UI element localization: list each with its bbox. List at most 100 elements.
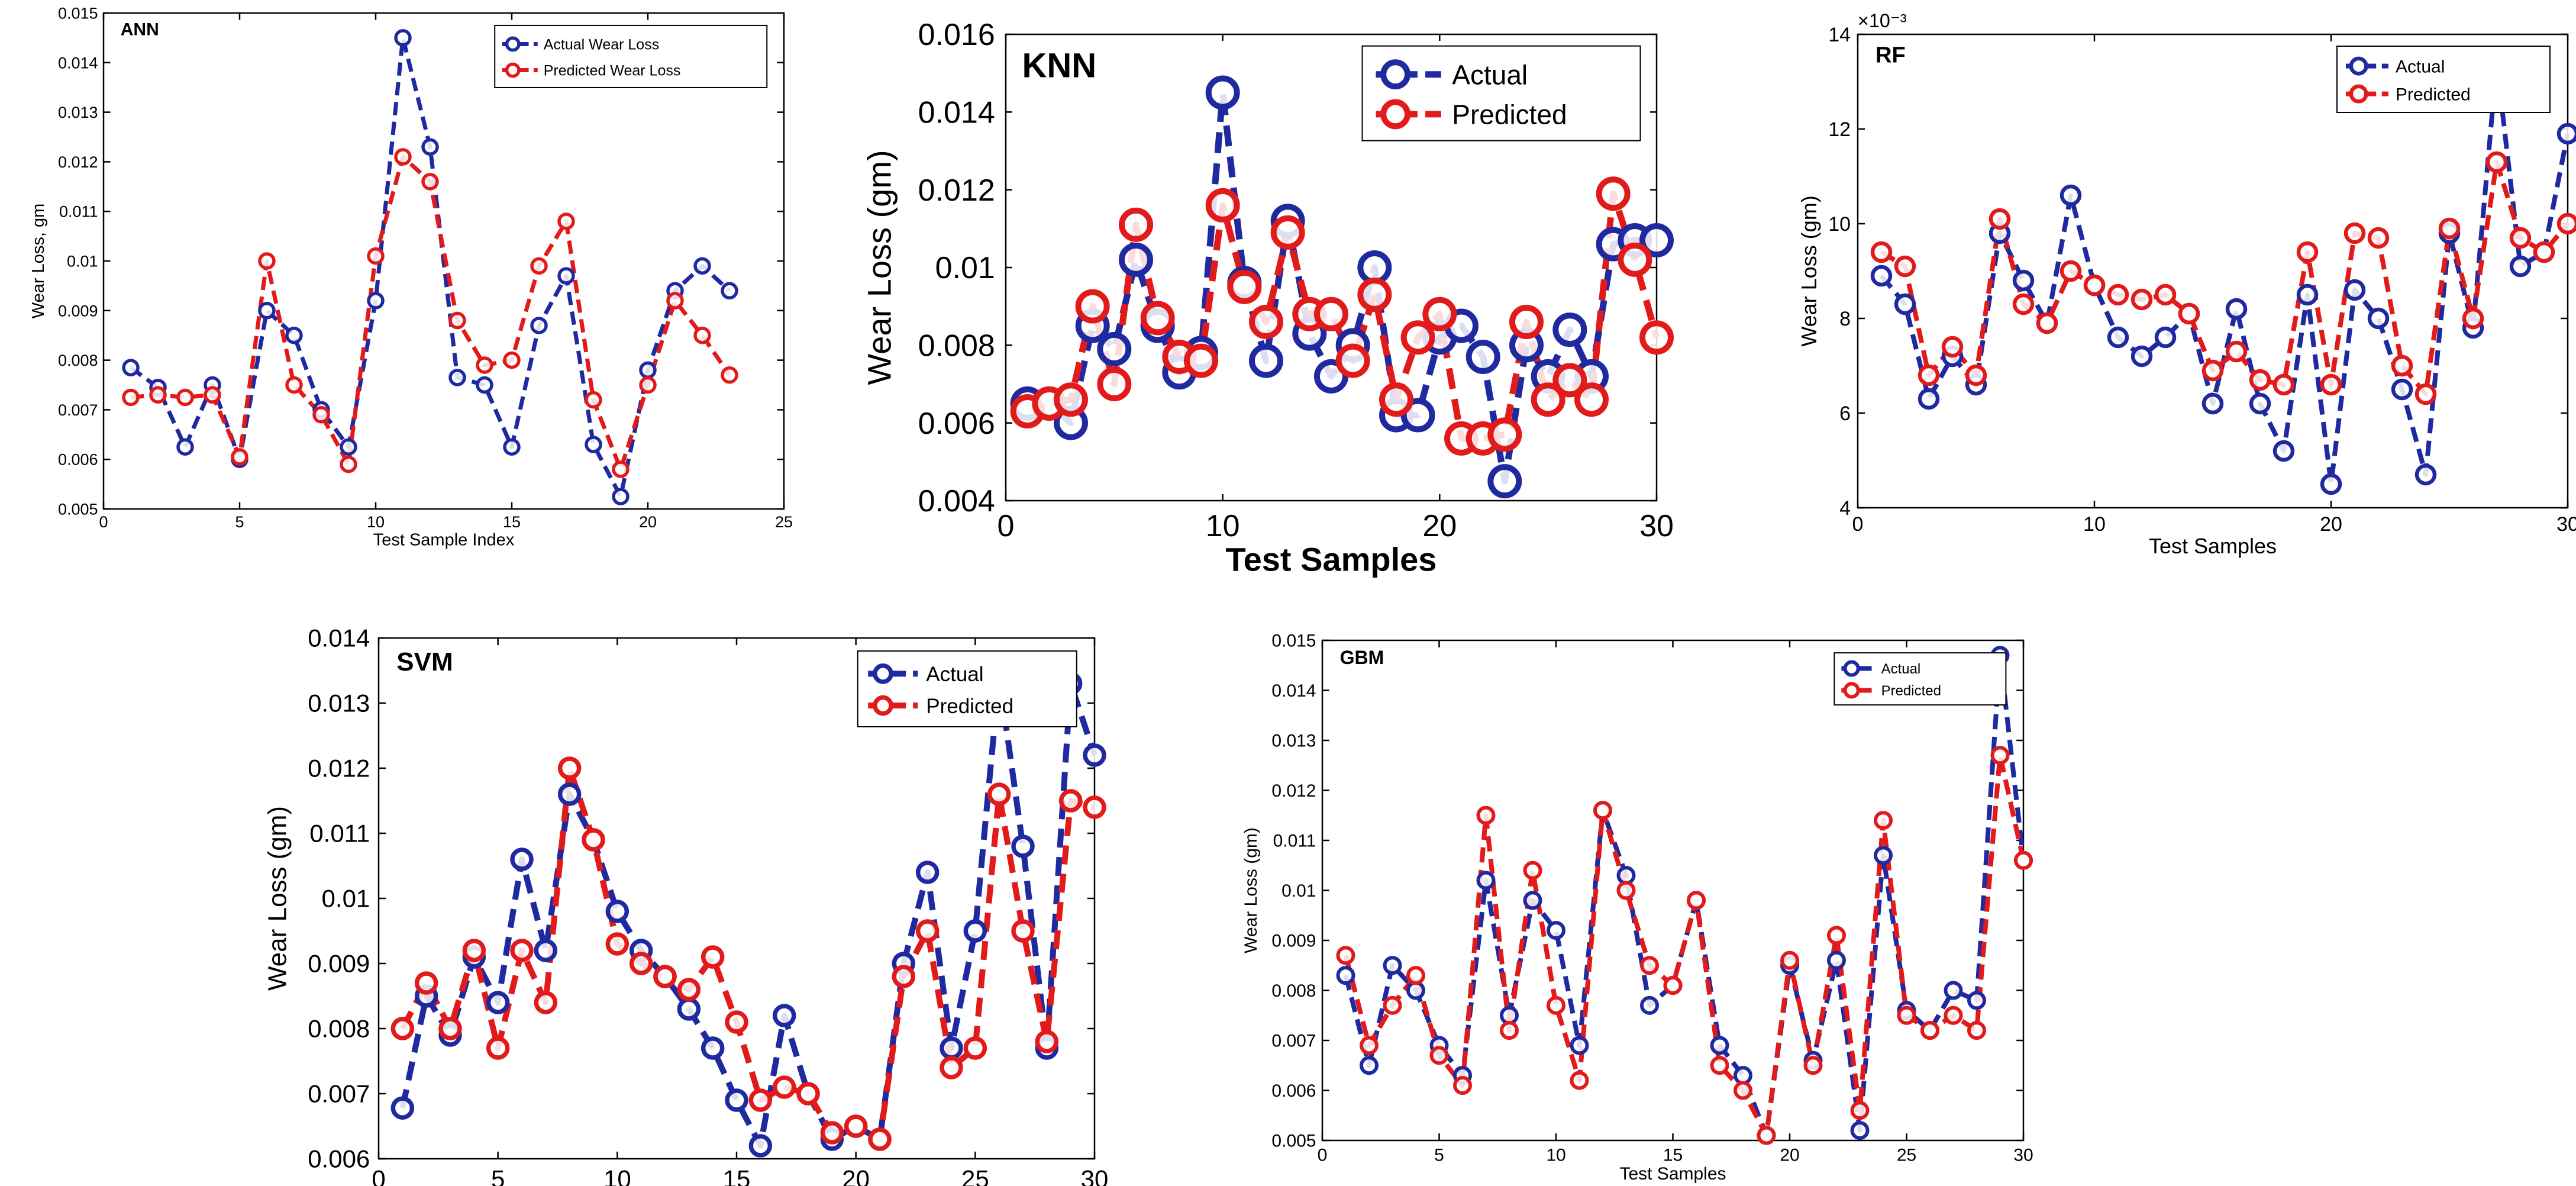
- knn-predicted-point: [1596, 176, 1631, 211]
- ann-predicted-point: [476, 356, 493, 374]
- ann-predicted-point: [557, 212, 575, 230]
- knn-chart-title: KNN: [1022, 47, 1097, 85]
- knn-predicted-point: [1487, 417, 1522, 452]
- rf-actual-point: [2107, 326, 2129, 349]
- gbm-actual-point: [1827, 950, 1846, 970]
- svm-ytick-label: 0.012: [308, 755, 370, 782]
- svm-predicted-point: [940, 1056, 963, 1079]
- rf-legend-swatch-marker: [2349, 56, 2368, 76]
- rf-predicted-point: [2107, 283, 2129, 306]
- svm-actual-point: [915, 861, 940, 884]
- rf-predicted-point: [2367, 227, 2390, 249]
- gbm-legend-label: Predicted: [1881, 683, 1941, 699]
- rf-predicted-point: [1870, 241, 1893, 263]
- gbm-xtick-label: 0: [1318, 1146, 1328, 1165]
- ann-predicted-point: [693, 326, 711, 344]
- ann-predicted-point: [176, 388, 194, 407]
- svm-actual-point: [557, 782, 582, 806]
- ann-ytick-label: 0.005: [58, 500, 98, 518]
- gbm-predicted-point: [1663, 976, 1683, 995]
- ann-predicted-point: [503, 351, 521, 369]
- knn-predicted-point: [1574, 382, 1609, 417]
- ann-predicted-point: [612, 460, 630, 478]
- ann-chart-title: ANN: [121, 20, 159, 40]
- rf-xtick-label: 30: [2556, 513, 2576, 536]
- knn-actual-point: [1249, 343, 1283, 378]
- gbm-xtick-label: 15: [1663, 1146, 1683, 1165]
- svm-legend-box: [857, 650, 1077, 727]
- gbm-actual-point: [1570, 1036, 1589, 1055]
- ann-ytick-label: 0.007: [58, 401, 98, 419]
- svm-actual-point: [940, 1036, 963, 1060]
- gbm-legend-label: Actual: [1881, 661, 1921, 677]
- gbm-predicted-point: [1429, 1046, 1449, 1065]
- svm-predicted-point: [462, 939, 486, 962]
- knn-legend: Actual Predicted: [1361, 45, 1641, 141]
- gbm-xtick-label: 25: [1897, 1146, 1916, 1165]
- ann-actual-point: [612, 488, 630, 505]
- svm-predicted-point: [725, 1010, 748, 1034]
- knn-x-axis-label: Test Samples: [1226, 541, 1437, 578]
- gbm-x-axis-label: Test Samples: [1619, 1164, 1726, 1184]
- ann-actual-point: [448, 369, 466, 386]
- rf-chart: 0 10 20 30 4 6 8 10 12 14 ×10⁻³ Test Samples Wear Lo…: [1797, 10, 2576, 558]
- knn-ytick-label: 0.01: [935, 251, 995, 285]
- ann-ytick-label: 0.011: [59, 203, 98, 221]
- gbm-actual-point: [1734, 1066, 1752, 1085]
- ann-actual-point: [476, 376, 493, 394]
- ann-ytick-label: 0.013: [58, 104, 98, 121]
- rf-predicted-point: [1918, 364, 1940, 386]
- ann-ytick-label: 0.008: [58, 352, 98, 369]
- ann-xtick-label: 25: [775, 513, 793, 531]
- svm-actual-point: [534, 939, 558, 962]
- knn-chart: 0 10 20 30 0.004 0.006 0.008 0.01 0.012 0.014 0.01…: [860, 18, 1674, 578]
- ann-legend: Actual Wear Loss Predicted Wear Loss: [494, 24, 768, 88]
- rf-ytick-label: 6: [1839, 402, 1851, 425]
- gbm-actual-point: [1336, 966, 1355, 985]
- svm-predicted-point: [748, 1088, 773, 1112]
- rf-predicted-point: [2485, 151, 2508, 173]
- svm-predicted-point: [868, 1127, 892, 1151]
- rf-actual-point: [2154, 326, 2177, 349]
- knn-legend-swatch-marker: [1380, 59, 1411, 90]
- rf-predicted-point: [2414, 383, 2437, 405]
- knn-predicted-point: [1227, 269, 1262, 304]
- knn-legend-label: Predicted: [1452, 99, 1567, 130]
- svm-ytick-label: 0.01: [322, 885, 370, 913]
- knn-ytick-label: 0.016: [918, 18, 995, 52]
- gbm-predicted-point: [1710, 1056, 1729, 1075]
- gbm-chart-title: GBM: [1340, 647, 1384, 668]
- rf-predicted-point: [2343, 222, 2366, 244]
- rf-actual-point: [2509, 255, 2532, 278]
- knn-predicted-point: [1400, 320, 1435, 355]
- ann-legend-label: Predicted Wear Loss: [544, 63, 681, 79]
- ann-actual-point: [122, 359, 140, 376]
- ann-xtick-label: 5: [235, 513, 244, 531]
- svm-legend-swatch-marker: [873, 663, 893, 684]
- svm-xtick-label: 25: [961, 1165, 989, 1186]
- ann-actual-point: [421, 138, 439, 156]
- gbm-predicted-point: [1687, 891, 1706, 910]
- gbm-predicted-point: [1453, 1076, 1472, 1095]
- gbm-plot-frame: [1321, 639, 2025, 1142]
- svm-xtick-label: 15: [723, 1165, 751, 1186]
- rf-exponent-label: ×10⁻³: [1858, 10, 1907, 31]
- rf-predicted-point: [2178, 302, 2200, 325]
- svm-actual-point: [486, 991, 510, 1014]
- ann-actual-point: [394, 29, 412, 47]
- rf-legend-swatch-marker: [2349, 84, 2368, 104]
- ann-xtick-label: 0: [99, 513, 108, 531]
- gbm-predicted-point: [1803, 1056, 1823, 1075]
- ann-chart: 0 5 10 15 20 25 0.005 0.006 0.007 0.008 0.009 0.01 0…: [29, 4, 793, 549]
- knn-predicted-point: [1314, 296, 1348, 331]
- svm-y-axis-label: Wear Loss (gm): [263, 806, 292, 991]
- ann-ytick-label: 0.006: [58, 451, 98, 469]
- ann-predicted-point: [231, 448, 248, 466]
- gbm-actual-point: [1523, 891, 1542, 910]
- gbm-predicted-point: [2014, 850, 2033, 870]
- rf-actual-point: [2414, 463, 2437, 486]
- ann-actual-point: [585, 436, 602, 453]
- ann-legend-swatch-marker: [505, 36, 521, 52]
- rf-actual-point: [2296, 283, 2319, 306]
- knn-ytick-label: 0.004: [918, 484, 995, 518]
